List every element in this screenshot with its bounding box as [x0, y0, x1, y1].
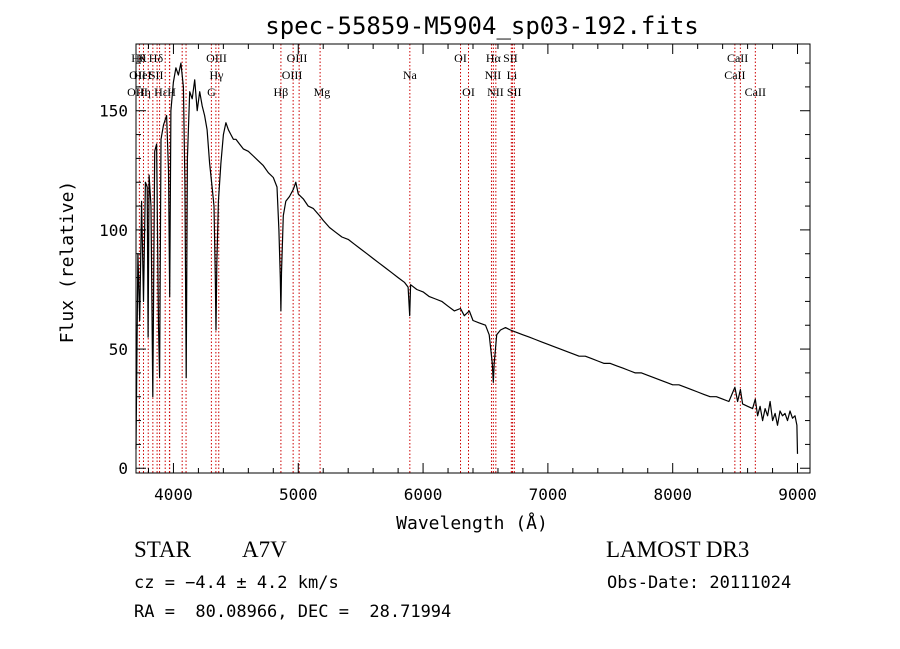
- x-tick-label: 6000: [404, 485, 443, 504]
- x-tick-label: 9000: [778, 485, 817, 504]
- line-label-9: H: [167, 85, 176, 99]
- line-label-14: OIII: [287, 51, 308, 65]
- line-label-4: HeI: [133, 68, 151, 82]
- line-label-16: Mg: [314, 85, 331, 99]
- line-label-10: OIII: [206, 51, 227, 65]
- redshift-velocity: cz = −4.4 ± 4.2 km/s: [134, 573, 339, 593]
- observation-date: Obs-Date: 20111024: [607, 573, 792, 593]
- coordinates: RA = 80.08966, DEC = 28.71994: [134, 602, 452, 622]
- line-label-0: Hθ: [131, 51, 146, 65]
- line-label-5: SII: [149, 68, 164, 82]
- line-label-17: Na: [403, 68, 418, 82]
- spectrum-line: [135, 62, 799, 454]
- x-tick-label: 5000: [279, 485, 318, 504]
- y-tick-label: 150: [99, 102, 128, 121]
- line-label-11: Hγ: [210, 68, 225, 82]
- line-label-22: NII: [487, 85, 504, 99]
- y-tick-label: 100: [99, 221, 128, 240]
- spectrum-series: [135, 62, 799, 454]
- line-label-1: K: [138, 51, 147, 65]
- line-label-12: G: [207, 85, 216, 99]
- line-label-15: OIII: [282, 68, 303, 82]
- x-tick-label: 4000: [154, 485, 193, 504]
- line-label-27: CaII: [724, 68, 745, 82]
- x-tick-label: 7000: [529, 485, 568, 504]
- y-axis-label: Flux (relative): [57, 181, 78, 344]
- line-label-20: Hα: [486, 51, 502, 65]
- x-axis-label: Wavelength (Å): [396, 512, 548, 534]
- line-label-6: OIII: [127, 85, 148, 99]
- spectral-line-markers: [138, 44, 756, 473]
- line-label-13: Hβ: [274, 85, 289, 99]
- line-label-8: Hε: [154, 85, 168, 99]
- x-tick-label: 8000: [653, 485, 692, 504]
- y-tick-label: 50: [109, 340, 128, 359]
- survey-name: LAMOST DR3: [606, 537, 750, 562]
- line-label-23: SII: [503, 51, 518, 65]
- line-label-26: CaII: [727, 51, 748, 65]
- axis-ticks: 4000 5000 6000 7000 8000 9000 0 50 100 150: [99, 44, 817, 504]
- line-label-21: NII: [485, 68, 502, 82]
- line-label-3: OII: [129, 68, 146, 82]
- line-label-19: OI: [462, 85, 475, 99]
- line-label-18: OI: [454, 51, 467, 65]
- line-label-28: CaII: [745, 85, 766, 99]
- object-class: STAR: [134, 537, 191, 562]
- line-label-24: Li: [507, 68, 518, 82]
- object-subclass: A7V: [242, 537, 287, 562]
- line-label-2: Hδ: [149, 51, 164, 65]
- y-tick-label: 0: [118, 459, 128, 478]
- chart-title: spec-55859-M5904_sp03-192.fits: [265, 12, 698, 40]
- line-label-25: SII: [507, 85, 522, 99]
- line-label-7: Hη: [136, 85, 151, 99]
